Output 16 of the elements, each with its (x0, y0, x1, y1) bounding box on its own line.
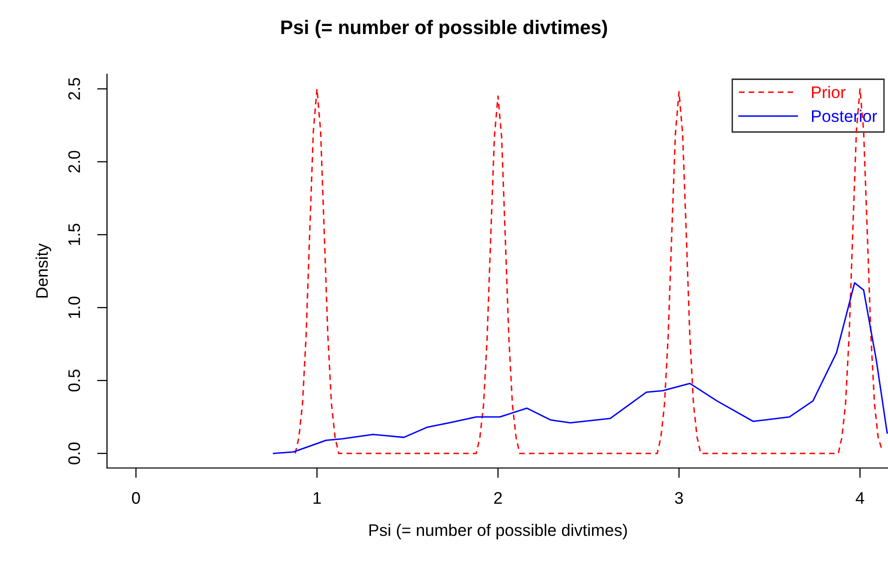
y-tick-label: 1.0 (68, 296, 80, 318)
chart-title: Psi (= number of possible divtimes) (281, 20, 608, 38)
x-tick-label: 4 (856, 492, 864, 504)
x-tick-label: 2 (494, 492, 502, 504)
x-axis-title: Psi (= number of possible divtimes) (369, 524, 627, 540)
line-series (272, 282, 888, 454)
y-tick-label: 2.0 (68, 150, 80, 172)
x-tick-label: 0 (132, 492, 140, 504)
x-tick-label: 3 (675, 492, 683, 504)
y-tick-label: 2.5 (68, 78, 80, 100)
y-tick-label: 1.5 (68, 224, 80, 245)
x-tick-label: 1 (314, 492, 321, 504)
legend-label: Prior (812, 86, 846, 98)
y-tick-label: 0.5 (68, 370, 80, 392)
y-tick-label: 0.0 (68, 442, 80, 464)
y-axis-title: Density (36, 243, 52, 298)
